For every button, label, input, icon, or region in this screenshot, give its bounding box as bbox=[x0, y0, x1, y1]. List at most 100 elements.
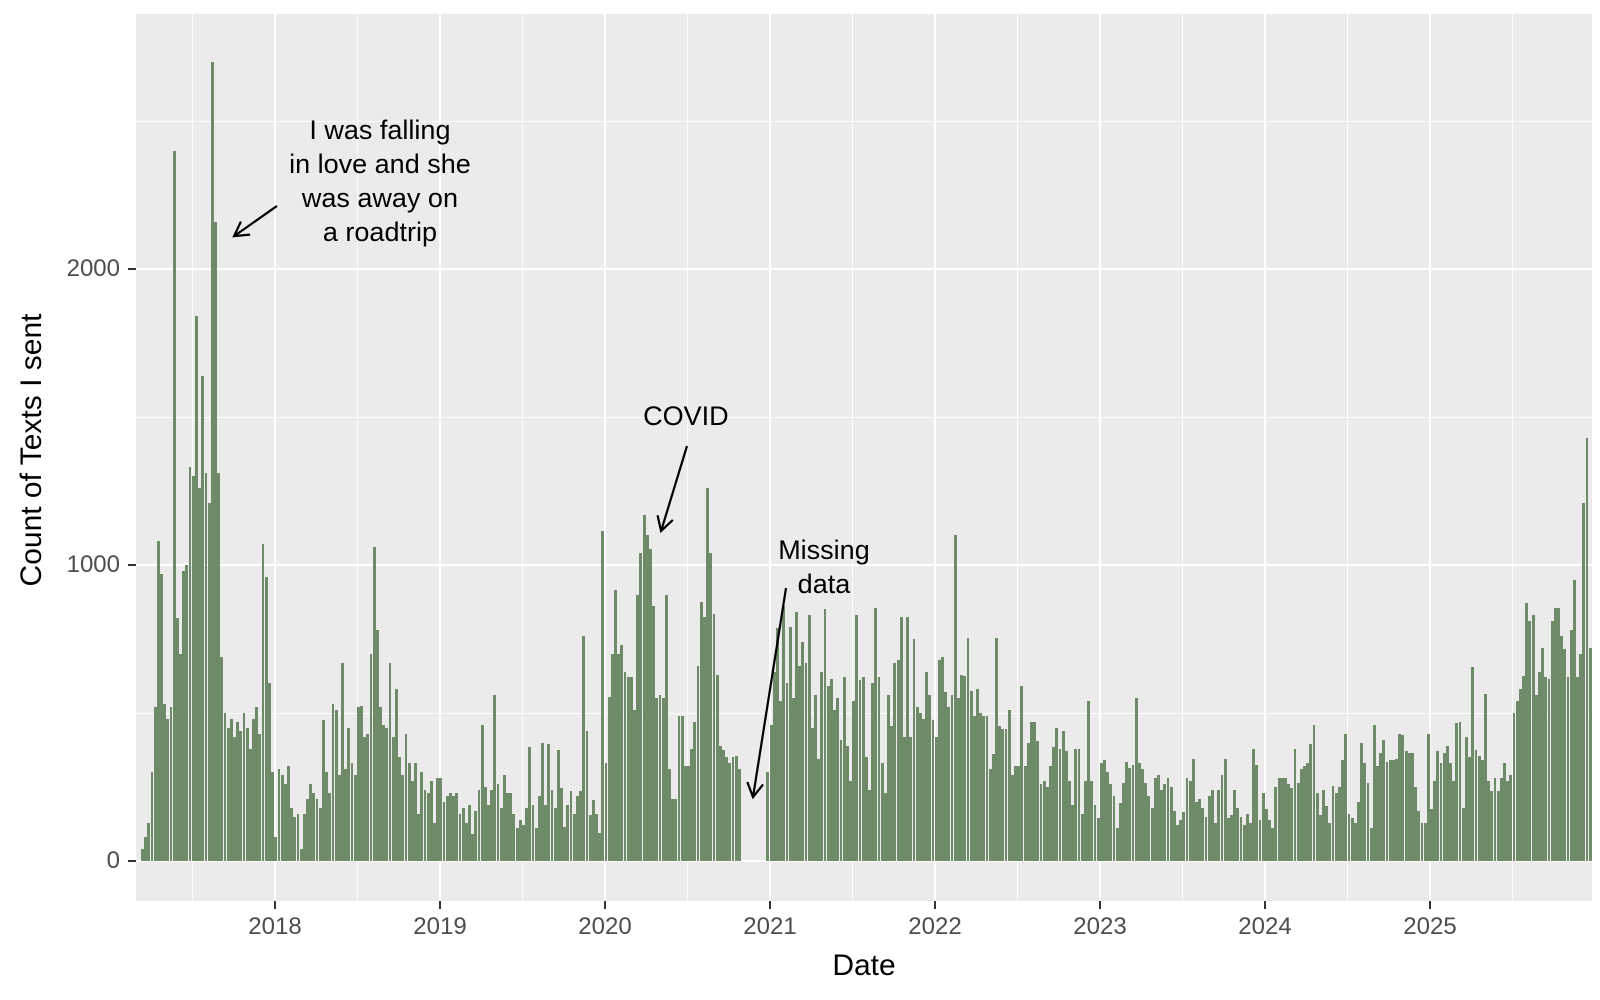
bar bbox=[271, 772, 275, 861]
bar bbox=[417, 813, 421, 861]
bar bbox=[1534, 695, 1538, 861]
major-gridline-horizontal bbox=[136, 268, 1592, 270]
bar bbox=[1030, 721, 1033, 861]
bar bbox=[734, 755, 738, 861]
bar bbox=[1407, 752, 1411, 861]
bar bbox=[350, 763, 354, 861]
minor-gridline-vertical bbox=[852, 14, 853, 901]
bar bbox=[718, 745, 722, 861]
bar bbox=[1395, 758, 1398, 861]
bar bbox=[182, 570, 186, 861]
bar bbox=[1493, 778, 1497, 861]
bar bbox=[299, 849, 303, 861]
bar bbox=[995, 637, 998, 861]
bar bbox=[264, 576, 268, 861]
bar bbox=[277, 769, 281, 861]
bar bbox=[341, 662, 344, 861]
major-gridline-vertical bbox=[274, 14, 276, 901]
bar bbox=[515, 828, 519, 861]
bar bbox=[766, 772, 770, 861]
bar bbox=[1157, 775, 1160, 861]
bar bbox=[668, 769, 671, 861]
bar bbox=[1115, 828, 1119, 861]
bar bbox=[874, 607, 878, 861]
bar bbox=[1452, 781, 1456, 861]
bar bbox=[1522, 676, 1525, 861]
bar bbox=[572, 813, 576, 861]
bar bbox=[1423, 822, 1427, 861]
bar bbox=[1331, 785, 1335, 861]
bar bbox=[1077, 748, 1081, 861]
bar bbox=[429, 781, 433, 861]
bar bbox=[1347, 813, 1351, 861]
bar bbox=[839, 739, 843, 861]
bar bbox=[950, 695, 954, 861]
bar bbox=[664, 594, 668, 861]
bar bbox=[1160, 789, 1164, 861]
bar bbox=[252, 718, 255, 861]
bar bbox=[1010, 775, 1014, 861]
bar bbox=[382, 724, 386, 861]
bar bbox=[509, 792, 513, 861]
bar bbox=[1128, 767, 1132, 861]
bar bbox=[1449, 763, 1452, 861]
bar bbox=[1176, 825, 1179, 861]
annotation-line: a roadtrip bbox=[322, 217, 437, 248]
bar bbox=[506, 792, 509, 861]
bar bbox=[855, 615, 859, 861]
bar bbox=[1061, 730, 1065, 861]
bar bbox=[436, 778, 440, 861]
bar bbox=[1096, 818, 1100, 861]
bar bbox=[1033, 721, 1037, 861]
bar bbox=[798, 665, 802, 861]
bar bbox=[537, 795, 541, 861]
bar bbox=[1468, 757, 1472, 861]
bar bbox=[722, 750, 725, 861]
bar bbox=[531, 804, 535, 861]
bar bbox=[1360, 742, 1364, 861]
bar bbox=[1363, 763, 1367, 861]
bar bbox=[1049, 766, 1052, 861]
bar bbox=[693, 721, 697, 861]
bar bbox=[372, 547, 376, 861]
bar bbox=[452, 795, 455, 861]
bar bbox=[1185, 778, 1189, 861]
bar bbox=[979, 713, 983, 861]
bar bbox=[1071, 804, 1075, 861]
x-tick-label: 2025 bbox=[1403, 913, 1457, 940]
bar bbox=[191, 476, 195, 861]
bar bbox=[639, 553, 643, 861]
bar bbox=[636, 594, 640, 861]
bar bbox=[1125, 761, 1129, 861]
bar bbox=[331, 704, 335, 861]
bar bbox=[1137, 763, 1141, 861]
bar bbox=[1439, 763, 1443, 861]
bar bbox=[1147, 795, 1151, 861]
bar bbox=[407, 763, 411, 861]
bar bbox=[258, 733, 262, 861]
bar bbox=[141, 849, 144, 861]
bar bbox=[1401, 735, 1405, 861]
bar bbox=[1026, 742, 1030, 861]
bar bbox=[1315, 792, 1319, 861]
bar bbox=[220, 656, 224, 861]
bar bbox=[1484, 693, 1487, 861]
bar bbox=[715, 674, 719, 861]
bar bbox=[1382, 739, 1386, 861]
bar bbox=[229, 718, 233, 861]
bar bbox=[375, 630, 379, 861]
bar bbox=[880, 763, 884, 861]
bar bbox=[255, 707, 259, 861]
bar bbox=[928, 695, 932, 861]
bar bbox=[915, 707, 919, 861]
bar bbox=[261, 544, 265, 861]
bar bbox=[696, 665, 700, 861]
annotation-line: in love and she bbox=[289, 149, 471, 180]
bar bbox=[1191, 758, 1195, 861]
bar bbox=[1163, 784, 1167, 861]
x-tick-mark bbox=[1264, 901, 1266, 909]
bar bbox=[1576, 677, 1579, 861]
bar bbox=[801, 641, 805, 861]
bar bbox=[360, 705, 363, 861]
bar bbox=[1547, 678, 1551, 861]
